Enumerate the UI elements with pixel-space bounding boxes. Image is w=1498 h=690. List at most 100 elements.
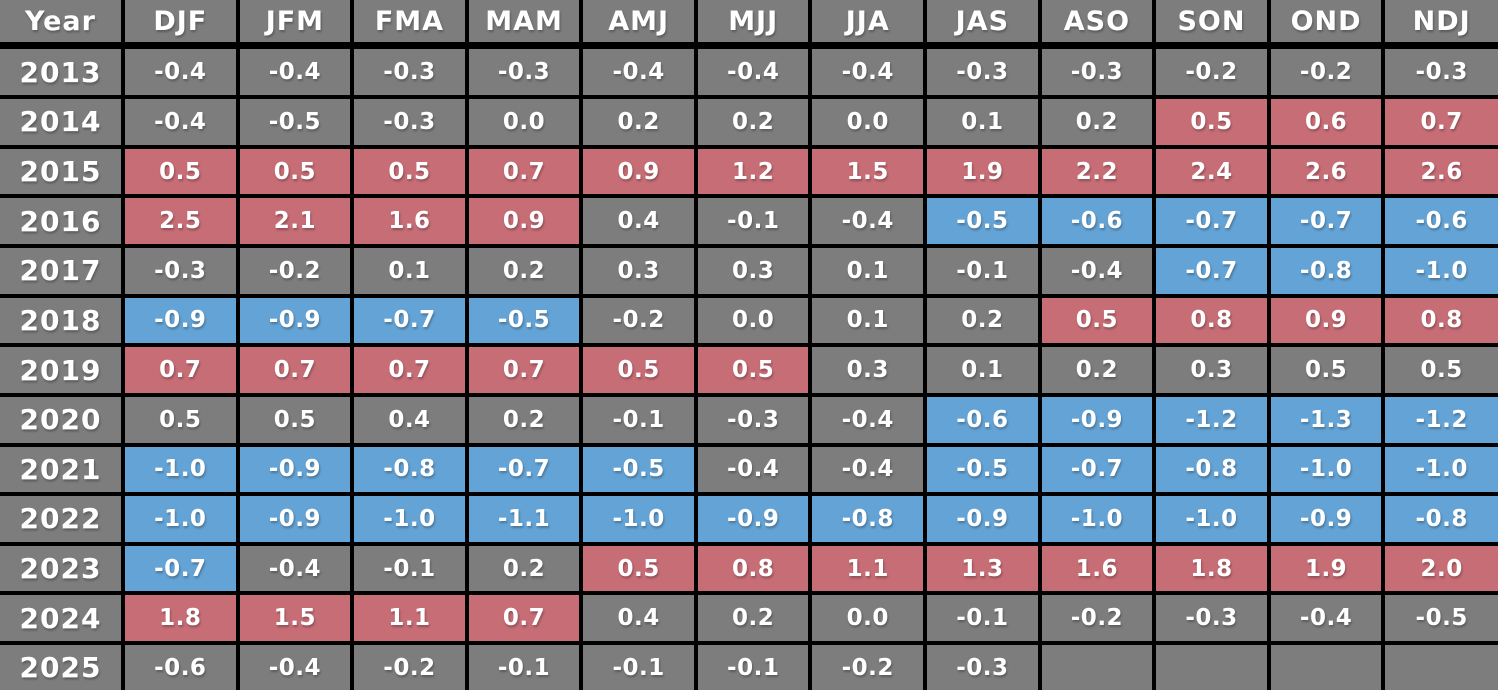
- year-row-2024: 2024 1.8 1.5 1.1 0.7 0.4 0.2 0.0 -0.1 -0.2 -0.3 -0.…: [0, 591, 1498, 645]
- oni-value-cell: -1.0: [1037, 492, 1157, 546]
- oni-value-cell: 2.6: [1266, 144, 1386, 199]
- oni-value-cell: -0.7: [1266, 194, 1386, 248]
- oni-value-cell: -0.1: [464, 641, 584, 690]
- year-column-header: Year: [0, 0, 125, 49]
- oni-value-cell: -0.9: [235, 492, 355, 546]
- oni-value-cell: -0.7: [1152, 194, 1271, 248]
- oni-value-cell: 0.2: [693, 591, 813, 645]
- oni-value-cell: -0.3: [923, 43, 1042, 100]
- oni-value-cell: -0.4: [235, 541, 355, 596]
- oni-value-cell: -0.9: [235, 293, 355, 348]
- oni-value-cell: -0.9: [235, 442, 355, 497]
- oni-value-cell: -0.1: [693, 194, 813, 248]
- oni-value-cell: -0.4: [693, 43, 813, 100]
- oni-value-cell: 0.4: [579, 194, 698, 248]
- oni-value-cell: -0.2: [579, 293, 698, 348]
- year-label: 2025: [0, 641, 125, 690]
- oni-value-cell: -1.0: [579, 492, 698, 546]
- oni-value-cell: 0.6: [1266, 95, 1386, 149]
- season-column-header-FMA: FMA: [350, 0, 469, 49]
- oni-value-cell: 0.2: [464, 244, 584, 298]
- oni-value-cell: 0.1: [923, 343, 1042, 397]
- oni-value-cell: -1.0: [121, 442, 240, 497]
- year-row-2020: 2020 0.5 0.5 0.4 0.2 -0.1 -0.3 -0.4 -0.6 -0.9 -1.2…: [0, 392, 1498, 447]
- oni-value-cell: -0.3: [121, 244, 240, 298]
- oni-value-cell: -0.4: [808, 194, 928, 248]
- oni-value-cell: -0.6: [923, 392, 1042, 447]
- oni-value-cell: 0.1: [350, 244, 469, 298]
- oni-value-cell: -0.1: [579, 641, 698, 690]
- year-label: 2017: [0, 244, 125, 298]
- oni-value-cell: 0.2: [693, 95, 813, 149]
- oni-value-cell: 0.8: [1152, 293, 1271, 348]
- oni-value-cell: 0.5: [579, 343, 698, 397]
- season-column-header-JAS: JAS: [923, 0, 1042, 49]
- year-label: 2015: [0, 144, 125, 199]
- oni-value-cell: 0.5: [1037, 293, 1157, 348]
- oni-value-cell: 1.8: [1152, 541, 1271, 596]
- oni-value-cell: -0.9: [923, 492, 1042, 546]
- oni-value-cell: -1.2: [1381, 392, 1498, 447]
- oni-value-cell: -1.0: [1381, 244, 1498, 298]
- oni-value-cell: -0.4: [235, 43, 355, 100]
- year-row-2016: 2016 2.5 2.1 1.6 0.9 0.4 -0.1 -0.4 -0.5 -0.6 -0.7-…: [0, 194, 1498, 248]
- oni-value-cell: -0.6: [1381, 194, 1498, 248]
- oni-value-cell: 0.3: [1152, 343, 1271, 397]
- oni-value-cell: -0.5: [464, 293, 584, 348]
- oni-value-cell: -1.0: [350, 492, 469, 546]
- year-label: 2016: [0, 194, 125, 248]
- oni-value-cell: -1.0: [121, 492, 240, 546]
- year-row-2015: 2015 0.5 0.5 0.5 0.7 0.9 1.2 1.5 1.9 2.2 2.4 2.6 2.6: [0, 144, 1498, 199]
- oni-value-cell: 0.7: [464, 343, 584, 397]
- oni-value-cell: -0.2: [1037, 591, 1157, 645]
- oni-value-cell: -0.6: [121, 641, 240, 690]
- oni-value-cell: -0.1: [350, 541, 469, 596]
- header-row: Year DJF JFM FMA MAM AMJ MJJ JJA JAS ASO SON OND NDJ: [0, 0, 1498, 49]
- season-column-header-ASO: ASO: [1037, 0, 1157, 49]
- oni-value-cell: -0.7: [1152, 244, 1271, 298]
- year-label: 2022: [0, 492, 125, 546]
- oni-empty-cell: [1266, 641, 1386, 690]
- oni-value-cell: 1.8: [121, 591, 240, 645]
- season-column-header-MJJ: MJJ: [693, 0, 813, 49]
- oni-value-cell: 0.5: [350, 144, 469, 199]
- oni-value-cell: 1.5: [235, 591, 355, 645]
- oni-value-cell: 1.3: [923, 541, 1042, 596]
- year-row-2017: 2017 -0.3 -0.2 0.1 0.2 0.3 0.3 0.1 -0.1 -0.4 -0.7-…: [0, 244, 1498, 298]
- oni-value-cell: 2.5: [121, 194, 240, 248]
- oni-value-cell: -0.1: [579, 392, 698, 447]
- oni-value-cell: -0.1: [693, 641, 813, 690]
- season-column-header-NDJ: NDJ: [1381, 0, 1498, 49]
- oni-value-cell: -0.9: [1037, 392, 1157, 447]
- oni-value-cell: -0.4: [121, 95, 240, 149]
- year-row-2023: 2023 -0.7 -0.4 -0.1 0.2 0.5 0.8 1.1 1.3 1.6 1.8 1.9…: [0, 541, 1498, 596]
- year-label: 2020: [0, 392, 125, 447]
- oni-value-cell: 1.5: [808, 144, 928, 199]
- oni-empty-cell: [1381, 641, 1498, 690]
- year-label: 2024: [0, 591, 125, 645]
- year-label: 2018: [0, 293, 125, 348]
- oni-value-cell: -0.5: [923, 442, 1042, 497]
- oni-value-cell: 1.6: [1037, 541, 1157, 596]
- oni-value-cell: 2.0: [1381, 541, 1498, 596]
- oni-value-cell: 1.2: [693, 144, 813, 199]
- oni-value-cell: 0.5: [1152, 95, 1271, 149]
- oni-value-cell: 0.3: [808, 343, 928, 397]
- oni-value-cell: -0.2: [1152, 43, 1271, 100]
- oni-value-cell: 1.9: [923, 144, 1042, 199]
- oni-value-cell: 0.3: [693, 244, 813, 298]
- oni-value-cell: 0.9: [464, 194, 584, 248]
- oni-value-cell: 2.6: [1381, 144, 1498, 199]
- year-label: 2019: [0, 343, 125, 397]
- oni-value-cell: 0.7: [464, 144, 584, 199]
- oni-value-cell: -0.1: [923, 591, 1042, 645]
- oni-value-cell: -1.0: [1152, 492, 1271, 546]
- oni-value-cell: 0.5: [693, 343, 813, 397]
- oni-value-cell: -0.5: [579, 442, 698, 497]
- oni-value-cell: -0.4: [808, 43, 928, 100]
- year-label: 2014: [0, 95, 125, 149]
- oni-value-cell: 0.1: [808, 244, 928, 298]
- oni-value-cell: -0.4: [808, 442, 928, 497]
- oni-value-cell: -0.4: [579, 43, 698, 100]
- season-column-header-AMJ: AMJ: [579, 0, 698, 49]
